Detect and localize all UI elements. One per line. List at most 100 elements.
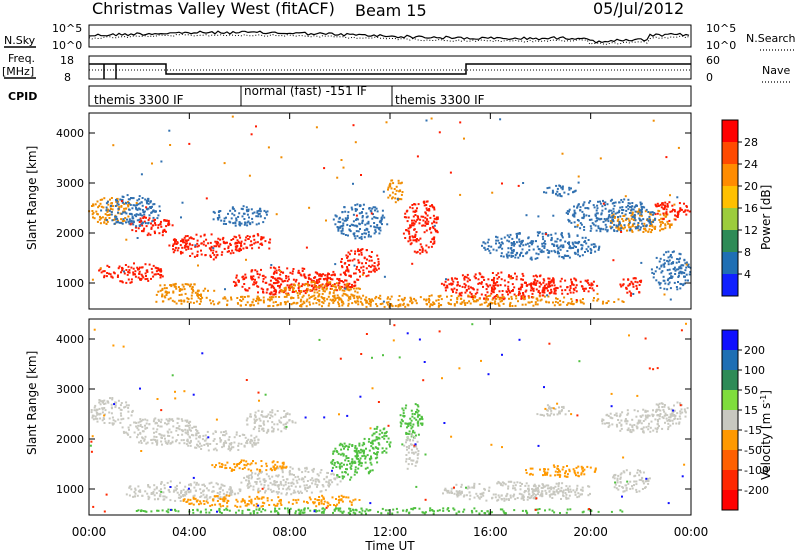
power-cell xyxy=(424,221,427,224)
power-cell xyxy=(420,245,423,248)
power-cell xyxy=(299,305,302,307)
power-cell xyxy=(665,215,668,218)
velocity-cell xyxy=(498,496,501,499)
power-cell xyxy=(157,214,160,217)
power-cell xyxy=(125,207,128,210)
velocity-cell xyxy=(150,492,153,495)
velocity-cell xyxy=(257,438,260,441)
power-cell xyxy=(553,292,556,295)
velocity-cell xyxy=(338,476,341,478)
power-cell xyxy=(186,283,189,286)
power-cell xyxy=(329,283,332,285)
velocity-cell xyxy=(217,497,220,500)
velocity-cell xyxy=(141,418,144,421)
power-cell xyxy=(597,227,600,230)
power-cell xyxy=(270,296,273,298)
power-cell xyxy=(312,288,315,291)
power-cell xyxy=(179,244,182,247)
power-cell xyxy=(674,218,677,221)
power-cell xyxy=(253,242,256,245)
power-cell xyxy=(668,259,671,262)
velocity-cell xyxy=(311,477,314,480)
power-cell xyxy=(617,227,620,230)
power-cell xyxy=(286,280,289,283)
power-cell xyxy=(234,209,237,212)
power-cell xyxy=(259,207,262,210)
velocity-cell xyxy=(615,487,618,490)
power-cell xyxy=(376,224,379,226)
velocity-cell xyxy=(271,411,274,414)
velocity-cell xyxy=(127,426,130,429)
velocity-cell xyxy=(371,469,374,472)
power-cell xyxy=(398,295,401,297)
velocity-cell xyxy=(410,427,413,430)
power-cell xyxy=(378,227,380,230)
power-cell xyxy=(190,294,193,297)
power-cell xyxy=(501,182,503,185)
velocity-cell xyxy=(383,437,386,440)
power-cell xyxy=(559,194,562,197)
power-cell xyxy=(154,222,156,225)
velocity-cell xyxy=(379,429,382,432)
power-cell xyxy=(188,142,191,145)
velocity-cell xyxy=(406,467,409,470)
power-cell xyxy=(510,297,513,300)
power-cell xyxy=(658,260,661,263)
power-cell xyxy=(521,248,524,251)
velocity-cell xyxy=(223,434,226,437)
power-cell xyxy=(255,215,258,218)
power-cell xyxy=(311,284,314,287)
power-cell xyxy=(101,216,104,219)
power-cell xyxy=(569,247,572,250)
power-cell xyxy=(613,301,616,303)
power-cell xyxy=(568,186,571,189)
power-cell xyxy=(202,240,205,243)
velocity-cell xyxy=(496,482,499,485)
power-cell xyxy=(361,215,364,217)
power-cell xyxy=(563,296,566,299)
power-cell xyxy=(594,213,597,216)
velocity-cell xyxy=(476,494,479,497)
power-cell xyxy=(117,200,120,203)
power-cell xyxy=(157,226,160,229)
velocity-cell xyxy=(127,406,130,409)
power-cell xyxy=(536,303,539,306)
power-cell xyxy=(125,202,128,205)
power-cell xyxy=(400,193,403,196)
power-cell xyxy=(269,279,272,282)
power-cell xyxy=(356,218,359,221)
power-cell xyxy=(131,229,134,232)
power-cell xyxy=(375,207,378,210)
velocity-cell xyxy=(103,399,106,402)
velocity-cell xyxy=(496,499,499,502)
power-cell xyxy=(687,263,690,266)
power-cell xyxy=(362,208,365,210)
power-cell xyxy=(93,217,96,220)
velocity-cell xyxy=(276,484,279,487)
power-cell xyxy=(562,244,565,247)
velocity-cell xyxy=(364,467,367,470)
power-cell xyxy=(585,248,588,251)
power-cell xyxy=(288,288,291,291)
power-cell xyxy=(172,283,175,286)
power-cell xyxy=(124,211,127,214)
power-cell xyxy=(581,254,584,257)
power-cell xyxy=(606,203,609,206)
power-cell xyxy=(301,303,304,306)
power-cell xyxy=(127,201,130,204)
power-cell xyxy=(286,294,289,296)
power-cell xyxy=(91,213,94,216)
velocity-cell xyxy=(267,484,270,487)
power-cell xyxy=(209,241,212,244)
power-cell xyxy=(620,225,623,228)
power-cell xyxy=(235,217,238,220)
power-cell xyxy=(120,271,122,274)
power-cell xyxy=(155,293,158,296)
velocity-cell xyxy=(246,417,249,420)
power-cell xyxy=(422,215,425,218)
power-cell xyxy=(205,238,208,241)
power-cell xyxy=(327,277,329,280)
power-cell xyxy=(159,268,162,271)
power-cell xyxy=(457,295,460,298)
power-cell xyxy=(572,283,575,286)
